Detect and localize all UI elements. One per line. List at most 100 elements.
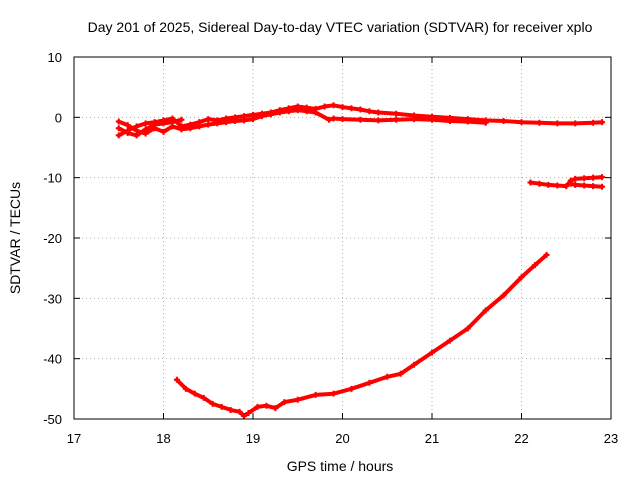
x-axis-label: GPS time / hours: [287, 458, 394, 474]
y-tick-label: -20: [43, 231, 62, 246]
tick-labels: 17 18 19 20 21 22 23 10 0 -10 -20 -30 -40 -50: [43, 50, 618, 446]
data-point: [590, 119, 597, 126]
data-point: [536, 119, 543, 126]
data-point: [133, 132, 140, 139]
data-point: [294, 107, 301, 114]
data-point: [429, 349, 435, 356]
data-point: [258, 113, 265, 120]
data-point: [223, 119, 230, 126]
x-tick-label: 17: [67, 431, 81, 446]
data-point: [357, 106, 364, 113]
data-point: [599, 119, 606, 126]
data-point: [518, 119, 525, 126]
data-point: [500, 117, 507, 124]
data-point: [375, 117, 382, 124]
data-point: [572, 175, 579, 182]
data-point: [142, 126, 149, 133]
data-point: [205, 116, 212, 123]
data-point: [590, 174, 597, 181]
series-lower-track: [174, 252, 549, 418]
data-point: [124, 122, 131, 129]
data-point: [567, 180, 574, 187]
data-point: [142, 120, 149, 127]
data-point: [151, 121, 158, 128]
data-point: [254, 403, 261, 410]
data-point: [330, 390, 337, 397]
data-point: [384, 373, 391, 380]
data-point: [357, 116, 364, 123]
data-point: [218, 403, 225, 410]
data-point: [227, 406, 234, 413]
data-point: [241, 117, 248, 124]
data-point: [446, 117, 453, 124]
data-point: [330, 102, 337, 109]
data-point: [531, 262, 538, 269]
data-point: [554, 120, 561, 127]
data-point: [191, 390, 198, 397]
data-point: [411, 361, 418, 368]
data-point: [326, 116, 333, 123]
data-point: [124, 130, 131, 137]
data-point: [339, 116, 346, 123]
data-point: [196, 123, 203, 130]
x-tick-label: 20: [335, 431, 349, 446]
data-point: [482, 307, 489, 314]
data-point: [572, 181, 579, 188]
x-tick-label: 22: [514, 431, 528, 446]
data-point: [241, 412, 248, 419]
y-tick-label: 10: [48, 50, 62, 65]
data-point: [276, 109, 283, 116]
chart-title: Day 201 of 2025, Sidereal Day-to-day VTE…: [88, 19, 593, 35]
data-point: [599, 174, 606, 181]
y-tick-label: -40: [43, 352, 62, 367]
data-point: [339, 104, 346, 111]
data-point: [599, 183, 606, 190]
data-point: [160, 128, 167, 135]
data-point: [232, 117, 239, 124]
data-point: [527, 179, 534, 186]
y-tick-label: -30: [43, 291, 62, 306]
data-point: [115, 125, 122, 132]
data-point: [393, 116, 400, 123]
data-point: [312, 109, 319, 116]
data-point: [272, 405, 279, 412]
data-point: [294, 396, 301, 403]
data-point: [173, 376, 180, 383]
grid-lines: [74, 57, 611, 419]
data-point: [263, 402, 270, 409]
data-point: [115, 132, 122, 139]
data-point: [312, 391, 319, 398]
data-point: [572, 120, 579, 127]
data-point: [581, 182, 588, 189]
data-point: [518, 274, 525, 281]
data-point: [536, 180, 543, 187]
data-point: [411, 116, 418, 123]
data-point: [214, 120, 221, 127]
x-tick-label: 21: [425, 431, 439, 446]
data-point: [281, 399, 288, 406]
data-series: [115, 102, 606, 419]
data-point: [464, 325, 471, 332]
data-point: [200, 394, 207, 401]
data-point: [205, 121, 212, 128]
data-point: [590, 183, 597, 190]
data-point: [187, 125, 194, 132]
y-tick-label: -10: [43, 171, 62, 186]
y-axis-label: SDTVAR / TECUs: [7, 182, 23, 294]
data-point: [182, 385, 189, 392]
data-point: [303, 108, 310, 115]
data-point: [397, 370, 404, 377]
data-point: [321, 103, 328, 110]
x-tick-label: 23: [604, 431, 618, 446]
data-point: [554, 182, 561, 189]
data-point: [366, 379, 373, 386]
data-point: [245, 409, 252, 416]
data-point: [348, 385, 355, 392]
data-point: [160, 120, 167, 127]
data-point: [209, 400, 216, 407]
data-point: [500, 292, 507, 299]
data-point: [446, 337, 453, 344]
data-point: [543, 251, 550, 258]
data-point: [169, 119, 176, 126]
